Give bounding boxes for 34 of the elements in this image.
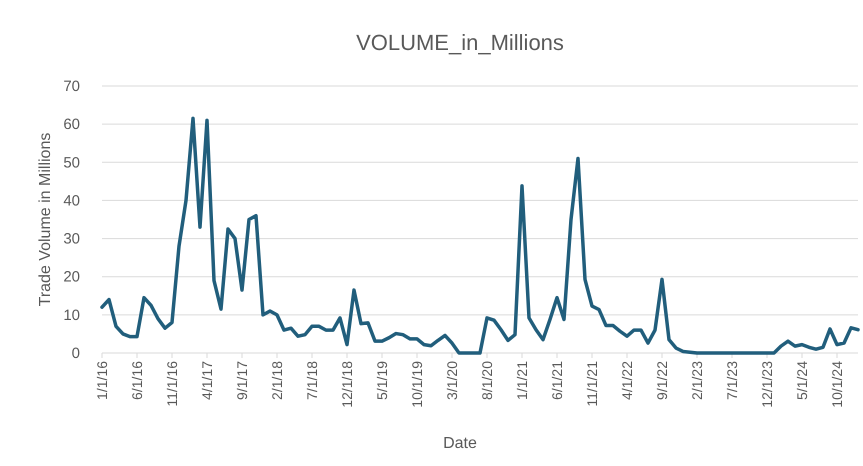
x-tick-label: 11/1/16	[164, 360, 180, 407]
x-tick-label: 1/1/16	[94, 360, 110, 400]
x-tick-label: 3/1/20	[444, 360, 460, 400]
y-tick-label: 70	[63, 78, 80, 95]
y-tick-label: 0	[72, 345, 80, 362]
x-tick-label: 9/1/22	[654, 360, 670, 400]
y-tick-label: 10	[63, 306, 80, 324]
x-tick-label: 10/1/24	[829, 360, 845, 408]
x-tick-label: 2/1/23	[689, 360, 705, 400]
x-tick-label: 7/1/23	[724, 360, 740, 400]
x-tick-label: 6/1/16	[129, 360, 145, 400]
x-tick-label: 4/1/22	[619, 360, 635, 400]
x-axis-title: Date	[443, 435, 477, 452]
y-axis-title: Trade Volume in Millions	[37, 132, 54, 306]
x-tick-label: 1/1/21	[514, 360, 530, 400]
y-tick-label: 60	[63, 116, 80, 134]
x-tick-label: 8/1/20	[479, 360, 495, 400]
y-tick-label: 40	[63, 192, 80, 210]
x-tick-label: 2/1/18	[269, 360, 285, 400]
x-tick-label: 12/1/23	[759, 360, 775, 408]
y-tick-label: 50	[63, 154, 80, 172]
y-tick-label: 30	[63, 230, 80, 248]
x-tick-label: 4/1/17	[199, 360, 215, 400]
x-tick-label: 5/1/19	[374, 360, 390, 400]
x-tick-label: 11/1/21	[584, 360, 600, 407]
x-tick-label: 5/1/24	[794, 360, 810, 400]
x-tick-label: 12/1/18	[339, 360, 355, 408]
x-tick-label: 7/1/18	[304, 360, 320, 400]
chart-title: VOLUME_in_Millions	[356, 30, 564, 55]
x-tick-label: 6/1/21	[549, 360, 565, 400]
y-tick-label: 20	[63, 268, 80, 286]
x-tick-label: 10/1/19	[409, 360, 425, 408]
x-tick-label: 9/1/17	[234, 360, 250, 400]
line-series	[100, 116, 860, 355]
